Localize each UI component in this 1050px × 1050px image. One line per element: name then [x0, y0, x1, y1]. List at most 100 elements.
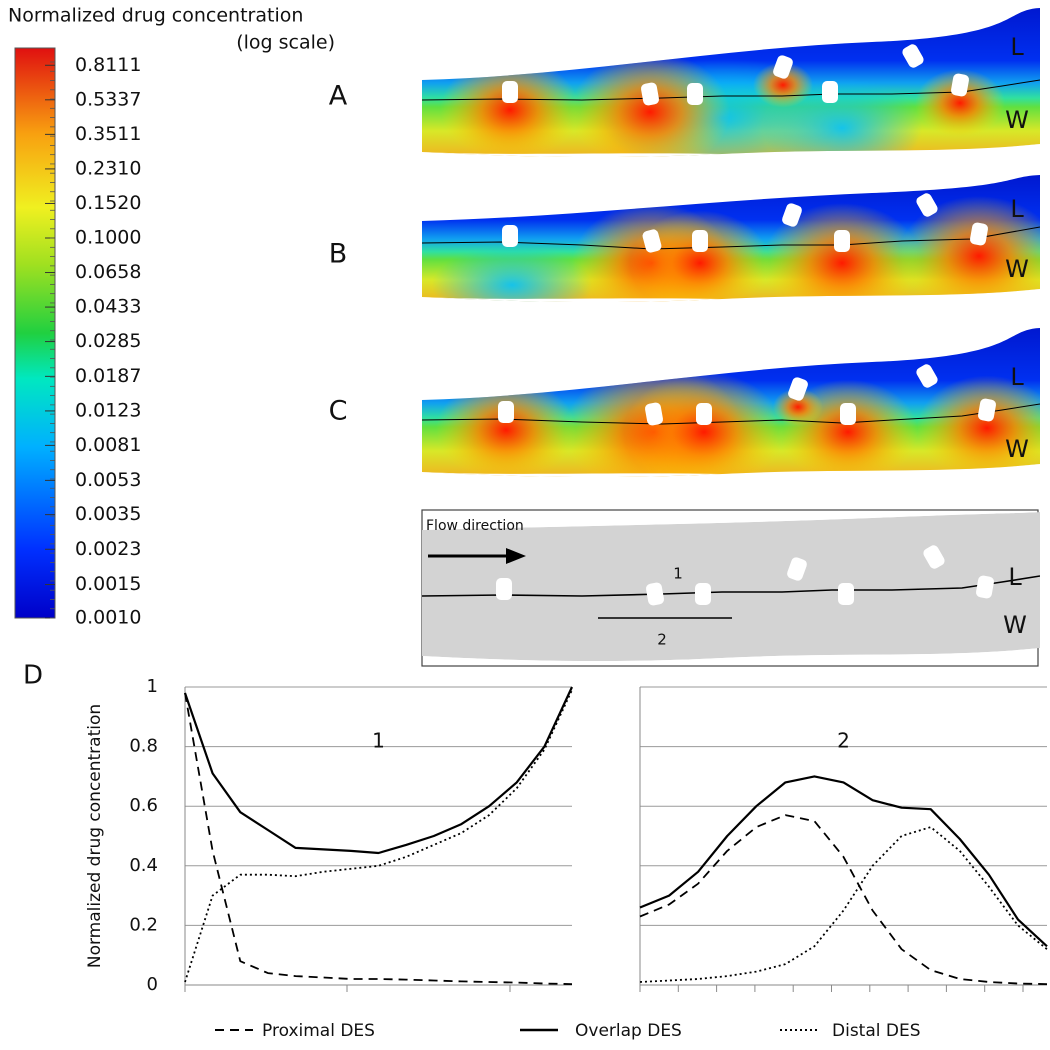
chart-title: 2 [837, 729, 850, 753]
strut [923, 545, 945, 569]
colorbar [14, 47, 56, 619]
wall-label: W [1005, 106, 1029, 134]
colorbar-tick-label: 0.1520 [75, 192, 141, 214]
interface-line [422, 226, 1040, 250]
lumen-label: L [1010, 33, 1024, 61]
interface-line [422, 403, 1040, 425]
panel-label: A [329, 81, 348, 112]
strut [838, 583, 854, 605]
section-label: 1 [673, 565, 683, 583]
strut [502, 81, 518, 103]
series-line [639, 814, 1048, 985]
panel-body [422, 175, 1040, 303]
strut [970, 222, 988, 246]
strut [687, 83, 703, 105]
glow [630, 210, 770, 303]
glow [570, 52, 730, 158]
strut [642, 229, 662, 253]
strut [902, 44, 924, 68]
colorbar-tick-label: 0.0010 [75, 607, 141, 629]
panel-body [422, 328, 1040, 478]
strut [773, 55, 793, 79]
lumen-label: L [1010, 195, 1024, 223]
strut [788, 377, 808, 401]
y-tick-label: 0.4 [129, 855, 158, 876]
strut [978, 398, 996, 422]
glow [915, 69, 1005, 137]
strut [951, 73, 969, 97]
strut [502, 225, 518, 247]
colorbar-tick-label: 0.8111 [75, 54, 141, 76]
flow-label: Flow direction [426, 518, 524, 534]
glow [899, 196, 1040, 303]
wall-label: W [1005, 435, 1029, 463]
lumen-label: L [1010, 363, 1024, 391]
strut [696, 403, 712, 425]
strut [641, 82, 659, 106]
glow [773, 388, 823, 426]
glow [917, 375, 1040, 478]
strut [822, 81, 838, 103]
colorbar-tick-label: 0.0285 [75, 330, 141, 352]
legend-label: Distal DES [832, 1021, 921, 1041]
panel-label: B [329, 239, 348, 270]
chart-title: 1 [372, 729, 385, 753]
series-line [184, 692, 573, 985]
colorbar-tick-label: 0.0023 [75, 538, 141, 560]
flow-arrowhead [506, 548, 526, 564]
colorbar-tick-label: 0.0123 [75, 399, 141, 421]
y-tick-label: 0 [147, 974, 158, 995]
y-axis-label: Normalized drug concentration [85, 704, 105, 968]
strut [695, 583, 711, 605]
y-tick-label: 1 [147, 676, 158, 697]
legend-label: Overlap DES [575, 1021, 682, 1041]
strut [834, 230, 850, 252]
panel-body [422, 512, 1040, 662]
colorbar-tick-label: 0.2310 [75, 157, 141, 179]
strut [645, 402, 663, 426]
colorbar-tick-label: 0.1000 [75, 227, 141, 249]
series-line [639, 775, 1048, 948]
panel-label: D [23, 661, 43, 691]
colorbar-subtitle: (log scale) [236, 32, 335, 54]
y-tick-label: 0.8 [129, 736, 158, 757]
legend-label: Proximal DES [262, 1021, 375, 1041]
wash [432, 245, 592, 303]
interface-line [422, 575, 1040, 597]
simulation-panel [422, 8, 1040, 158]
glow [440, 57, 580, 158]
colorbar-tick-label: 0.0658 [75, 261, 141, 283]
glow [624, 372, 784, 478]
strut [787, 557, 807, 581]
strut [498, 401, 514, 423]
interface-line [422, 79, 1040, 101]
colorbar-tick-label: 0.3511 [75, 123, 141, 145]
panel-label: C [329, 396, 348, 427]
glow [436, 377, 576, 478]
colorbar-tick-label: 0.0081 [75, 434, 141, 456]
lumen-label: L [1008, 563, 1022, 591]
strut [976, 575, 994, 599]
strut [646, 582, 664, 606]
colorbar-tick-label: 0.0035 [75, 503, 141, 525]
series-line [639, 826, 1048, 983]
y-tick-label: 0.2 [129, 914, 158, 935]
colorbar-tick-label: 0.0015 [75, 573, 141, 595]
strut [782, 203, 802, 227]
strut [840, 403, 856, 425]
y-tick-label: 0.6 [129, 795, 158, 816]
wall-label: W [1003, 611, 1027, 639]
simulation-panel [422, 175, 1040, 303]
strut [916, 364, 938, 388]
strut [692, 230, 708, 252]
colorbar-tick-label: 0.5337 [75, 88, 141, 110]
tissue [422, 512, 1040, 662]
wall-label: W [1005, 255, 1029, 283]
strut [496, 578, 512, 600]
panel-body [422, 8, 1040, 158]
simulation-panel [422, 328, 1040, 478]
colorbar-title: Normalized drug concentration [8, 5, 303, 27]
simulation-panel [422, 512, 1040, 662]
colorbar-tick-label: 0.0187 [75, 365, 141, 387]
